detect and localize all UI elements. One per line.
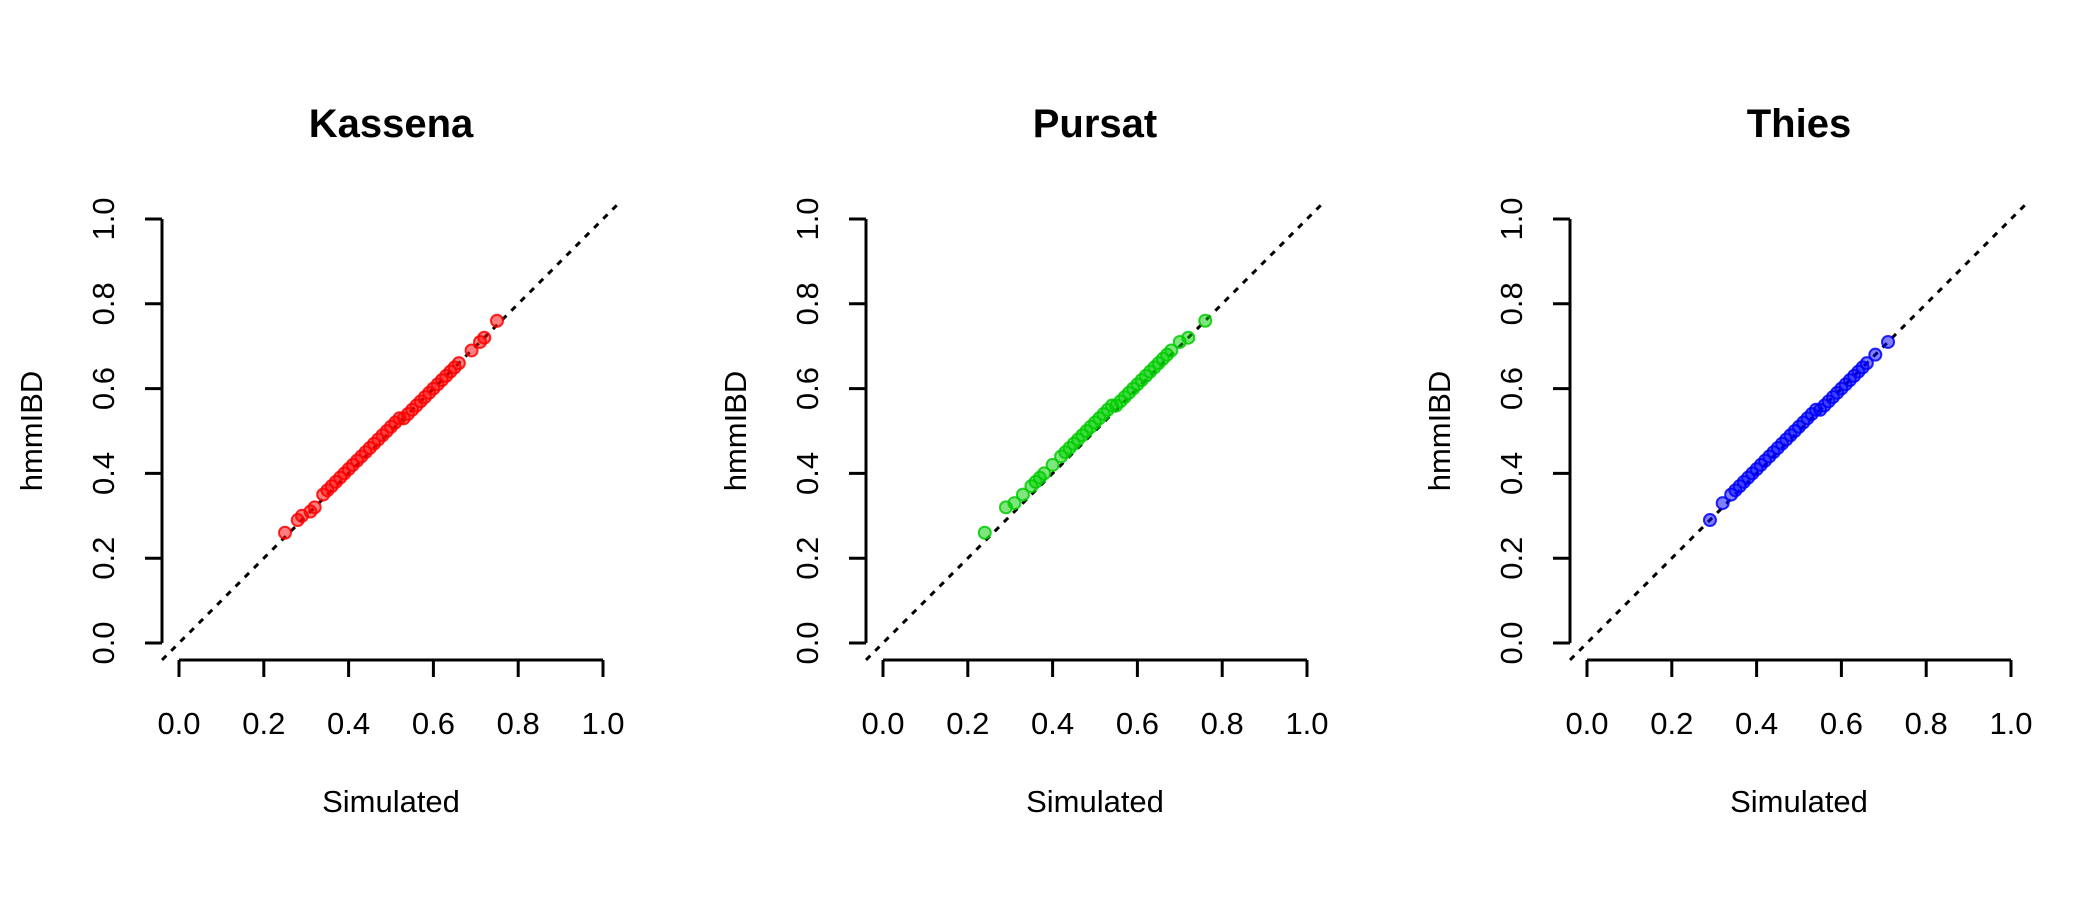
panel-title: Thies: [1747, 102, 1851, 146]
y-tick-label: 0.0: [1494, 621, 1529, 664]
x-axis-label: Simulated: [1026, 784, 1164, 819]
x-tick-label: 0.4: [1735, 706, 1778, 741]
y-tick-label: 1.0: [790, 197, 825, 240]
y-tick-label: 0.6: [86, 367, 121, 410]
x-tick-label: 0.8: [1905, 706, 1948, 741]
data-point: [1881, 334, 1896, 349]
data-point: [1007, 496, 1022, 511]
y-tick-label: 0.4: [86, 452, 121, 495]
x-tick-label: 0.8: [497, 706, 540, 741]
x-axis-label: Simulated: [1730, 784, 1868, 819]
data-point: [1198, 313, 1213, 328]
x-tick-label: 0.0: [157, 706, 200, 741]
data-point: [1715, 496, 1730, 511]
data-point: [451, 356, 466, 371]
y-tick-label: 0.0: [86, 621, 121, 664]
x-tick-label: 0.6: [412, 706, 455, 741]
x-tick-label: 0.2: [1650, 706, 1693, 741]
identity-line: [1568, 200, 2030, 662]
panel-title: Pursat: [1033, 102, 1158, 146]
data-point: [1164, 343, 1179, 358]
x-tick-label: 0.6: [1116, 706, 1159, 741]
panel-kassena: Kassena Simulated hmmIBD 0.0 0.2 0.4 0.6 0.8…: [14, 102, 625, 819]
data-point: [278, 525, 292, 540]
x-tick-label: 1.0: [581, 706, 624, 741]
y-tick-label: 0.6: [1494, 367, 1529, 410]
y-tick-label: 0.4: [1494, 452, 1529, 495]
data-point: [477, 330, 492, 345]
x-tick-label: 0.2: [242, 706, 285, 741]
panel-pursat: Pursat Simulated hmmIBD 0.0 0.2 0.4 0.6 0.8 1…: [718, 102, 1329, 819]
y-tick-label: 0.4: [790, 452, 825, 495]
data-point: [464, 343, 479, 358]
x-axis-label: Simulated: [322, 784, 460, 819]
x-tick-label: 0.8: [1201, 706, 1244, 741]
y-tick-label: 0.8: [86, 282, 121, 325]
data-point: [1181, 330, 1196, 345]
y-tick-label: 0.2: [1494, 537, 1529, 580]
y-tick-label: 1.0: [86, 197, 121, 240]
data-point: [1859, 356, 1874, 371]
identity-line: [864, 200, 1326, 662]
y-tick-label: 0.2: [86, 537, 121, 580]
x-tick-label: 0.0: [861, 706, 904, 741]
x-tick-label: 0.0: [1565, 706, 1608, 741]
y-tick-label: 0.0: [790, 621, 825, 664]
identity-line: [160, 200, 622, 662]
data-point: [1702, 513, 1717, 528]
data-point: [1045, 457, 1060, 472]
y-axis-label: hmmIBD: [718, 371, 753, 492]
x-tick-label: 0.4: [327, 706, 370, 741]
y-tick-label: 0.8: [790, 282, 825, 325]
x-tick-label: 1.0: [1285, 706, 1328, 741]
y-tick-label: 0.2: [790, 537, 825, 580]
data-point: [1868, 347, 1883, 362]
x-tick-label: 0.2: [946, 706, 989, 741]
data-point: [490, 313, 504, 328]
y-axis-label: hmmIBD: [1422, 371, 1457, 492]
y-axis-label: hmmIBD: [14, 371, 49, 492]
y-tick-label: 1.0: [1494, 197, 1529, 240]
x-tick-label: 0.6: [1820, 706, 1863, 741]
data-point: [1037, 466, 1052, 481]
panel-thies: Thies Simulated hmmIBD 0.0 0.2 0.4 0.6 0.8 1.…: [1422, 102, 2033, 819]
y-tick-label: 0.8: [1494, 282, 1529, 325]
y-tick-label: 0.6: [790, 367, 825, 410]
data-point: [977, 525, 992, 540]
data-point: [307, 500, 322, 515]
x-tick-label: 1.0: [1989, 706, 2032, 741]
panel-title: Kassena: [309, 102, 474, 146]
x-tick-label: 0.4: [1031, 706, 1074, 741]
data-point: [1015, 487, 1030, 502]
